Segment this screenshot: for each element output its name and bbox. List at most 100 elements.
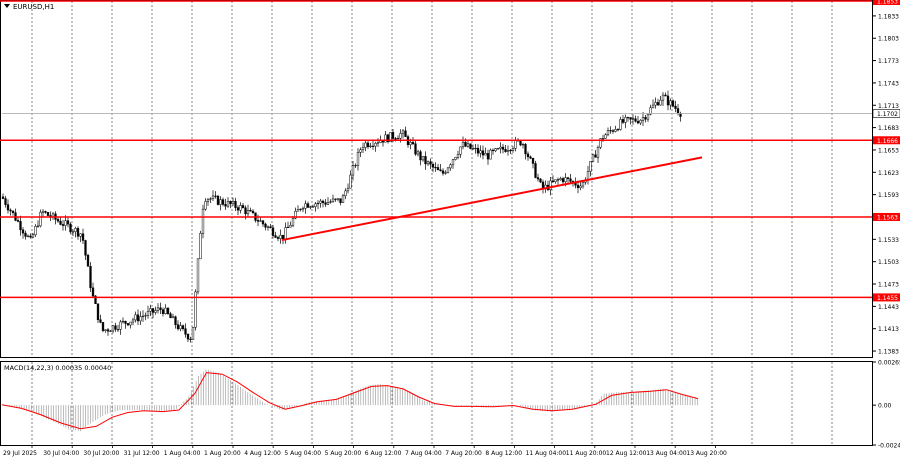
time-tick-label: 7 Aug 04:00	[405, 450, 442, 457]
candle-body	[579, 185, 582, 189]
candle-body	[421, 156, 425, 161]
price-tick-label: 1.1413	[878, 326, 899, 333]
candle-body	[69, 223, 72, 233]
candle-body	[461, 141, 465, 148]
candle-body	[304, 203, 307, 209]
candle-body	[576, 184, 580, 189]
candle-body	[521, 144, 525, 146]
candle-body	[659, 99, 662, 106]
candle-body	[604, 134, 607, 139]
price-tick-label: 1.1593	[878, 192, 899, 199]
candle-body	[176, 324, 180, 330]
candle-body	[534, 163, 537, 178]
candle-body	[19, 221, 22, 231]
candle-body	[314, 203, 317, 208]
candle-body	[296, 209, 300, 212]
candle-body	[196, 258, 200, 293]
candle-body	[361, 147, 365, 150]
candle-body	[329, 201, 332, 203]
candle-body	[439, 169, 442, 172]
candle-body	[506, 149, 510, 152]
price-tick-label: 1.1773	[878, 58, 899, 65]
candle-body	[344, 190, 347, 197]
candle-body	[401, 130, 405, 134]
candle-body	[271, 227, 275, 236]
candle-body	[104, 329, 107, 331]
price-tick-label: 1.1623	[878, 170, 899, 177]
candle-body	[644, 117, 647, 120]
candle-body	[564, 177, 567, 183]
candle-body	[444, 172, 447, 174]
level-price-label: 1.1455	[877, 295, 898, 302]
candle-body	[76, 228, 80, 237]
candle-body	[219, 199, 222, 205]
candle-body	[161, 309, 165, 314]
level-price-label: 1.1666	[877, 138, 898, 145]
candle-body	[114, 325, 117, 330]
candle-body	[274, 235, 277, 238]
candle-body	[294, 210, 297, 219]
candle-body	[464, 141, 467, 147]
candle-body	[229, 201, 232, 205]
candle-body	[99, 319, 102, 323]
candle-body	[299, 208, 302, 210]
candle-body	[509, 149, 512, 152]
candle-body	[316, 202, 320, 205]
candle-body	[336, 198, 340, 200]
candle-body	[26, 235, 30, 237]
candle-body	[189, 338, 192, 340]
candle-body	[666, 95, 670, 106]
time-tick-label: 5 Aug 04:00	[284, 450, 321, 457]
candle-body	[186, 334, 190, 340]
candle-body	[386, 134, 390, 143]
candle-body	[369, 145, 372, 147]
candle-body	[84, 240, 87, 256]
current-price-tag	[872, 109, 900, 118]
candle-body	[211, 195, 215, 199]
candle-body	[141, 315, 145, 317]
candle-body	[536, 177, 540, 180]
candle-body	[646, 113, 650, 120]
time-tick-label: 8 Aug 12:00	[485, 450, 522, 457]
time-tick-label: 13 Aug 04:00	[646, 450, 687, 457]
candle-body	[199, 232, 202, 260]
macd-tick-label: 0.00265	[878, 360, 900, 367]
candle-body	[634, 118, 637, 122]
trend-line[interactable]	[281, 156, 703, 242]
candle-body	[374, 142, 377, 147]
candle-body	[446, 167, 450, 173]
candle-body	[241, 205, 245, 209]
time-tick-label: 12 Aug 12:00	[606, 450, 647, 457]
candle-body	[126, 323, 130, 326]
candle-body	[661, 94, 665, 101]
candle-body	[384, 134, 387, 143]
candle-body	[24, 232, 27, 237]
candle-body	[56, 219, 60, 222]
candle-body	[174, 316, 177, 325]
candle-body	[234, 200, 237, 208]
candle-body	[109, 330, 112, 332]
candle-body	[589, 161, 592, 172]
horizontal-levels[interactable]: 1.1853 1.1666 1.1563 1.1455	[0, 0, 900, 302]
candle-body	[419, 151, 422, 161]
candle-body	[414, 143, 417, 155]
candle-body	[341, 195, 345, 203]
candle-body	[569, 178, 572, 182]
candle-body	[226, 201, 230, 207]
time-tick-label: 5 Aug 20:00	[325, 450, 362, 457]
candle-body	[116, 329, 120, 331]
candle-body	[266, 226, 270, 228]
candle-body	[106, 329, 110, 332]
candlestick-series	[1, 90, 682, 343]
candle-body	[239, 205, 242, 211]
candle-body	[466, 143, 470, 147]
time-tick-label: 13 Aug 20:00	[686, 450, 727, 457]
candle-body	[484, 153, 487, 156]
candle-body	[504, 149, 507, 152]
candle-body	[451, 159, 455, 166]
candle-body	[334, 198, 337, 200]
candle-body	[231, 200, 235, 205]
triangle-down-icon[interactable]	[4, 4, 10, 8]
